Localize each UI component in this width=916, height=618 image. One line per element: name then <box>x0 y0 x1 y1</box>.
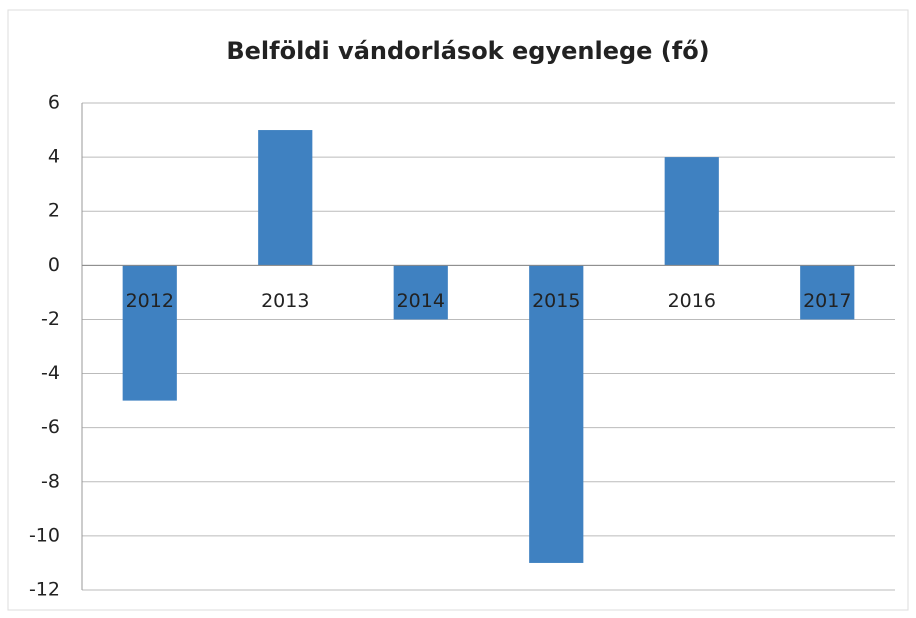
y-tick-label: -12 <box>29 579 60 601</box>
x-tick-label: 2012 <box>126 290 174 312</box>
y-tick-label: -10 <box>29 524 60 546</box>
y-tick-label: -8 <box>41 470 60 492</box>
bar <box>122 265 177 401</box>
y-tick-label: -6 <box>41 416 60 438</box>
bar <box>393 265 448 320</box>
x-tick-label: 2015 <box>532 290 580 312</box>
y-tick-label: -4 <box>41 362 60 384</box>
bar <box>664 157 719 266</box>
y-tick-label: -2 <box>41 308 60 330</box>
bar <box>258 130 313 266</box>
x-tick-label: 2014 <box>397 290 445 312</box>
x-tick-label: 2016 <box>668 290 716 312</box>
y-tick-label: 2 <box>48 200 60 222</box>
y-tick-label: 4 <box>48 146 60 168</box>
x-tick-label: 2013 <box>261 290 309 312</box>
y-tick-label: 6 <box>48 92 60 114</box>
chart-title: Belföldi vándorlások egyenlege (fő) <box>226 37 709 65</box>
bar <box>800 265 855 320</box>
x-tick-label: 2017 <box>803 290 851 312</box>
bar <box>529 265 584 563</box>
y-tick-label: 0 <box>48 254 60 276</box>
